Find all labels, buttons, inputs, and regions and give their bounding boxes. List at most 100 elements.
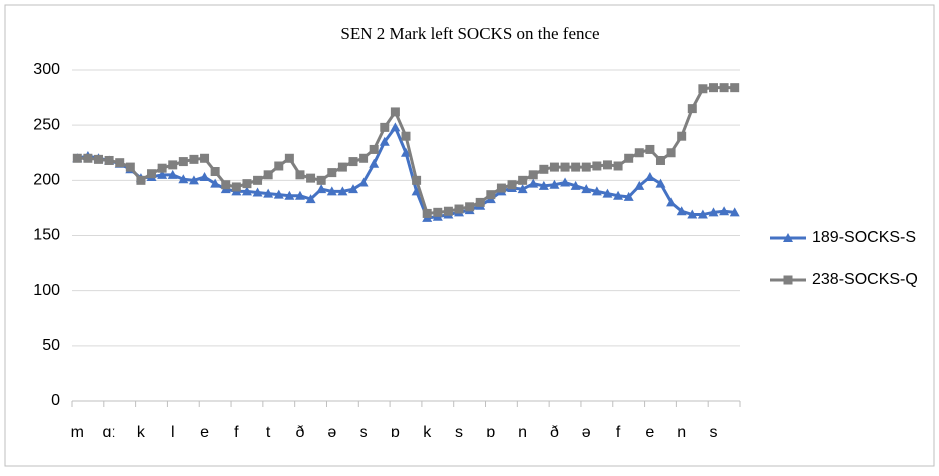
- x-tick-label: m: [71, 424, 84, 441]
- point: [136, 175, 146, 185]
- point: [327, 168, 337, 178]
- point: [295, 170, 305, 180]
- point: [570, 180, 581, 190]
- point: [241, 186, 252, 196]
- point: [454, 204, 464, 214]
- x-tick-label: f: [616, 424, 621, 441]
- legend-label: 238-SOCKS-Q: [812, 271, 918, 288]
- point: [104, 155, 114, 165]
- point: [634, 180, 645, 190]
- point: [465, 202, 475, 212]
- point: [645, 144, 655, 154]
- point: [581, 184, 592, 194]
- point: [507, 180, 517, 190]
- point: [316, 184, 327, 194]
- y-tick-label: 50: [42, 337, 60, 354]
- point: [337, 162, 347, 172]
- point: [676, 206, 687, 216]
- point: [210, 167, 220, 177]
- point: [592, 161, 602, 171]
- point: [390, 122, 401, 132]
- point: [528, 178, 539, 188]
- x-tick-label: ɑː: [102, 424, 115, 441]
- point: [72, 153, 82, 163]
- y-tick-label: 150: [33, 227, 60, 244]
- point: [157, 163, 167, 173]
- point: [634, 148, 644, 158]
- x-tick-label: f: [234, 424, 239, 441]
- point: [369, 158, 380, 168]
- x-tick-label: s: [455, 424, 463, 441]
- point: [380, 122, 390, 132]
- point: [252, 187, 263, 197]
- point: [337, 186, 348, 196]
- point: [369, 144, 379, 154]
- point: [486, 190, 496, 200]
- x-tick-label: e: [200, 424, 209, 441]
- point: [326, 186, 337, 196]
- point: [284, 153, 294, 163]
- point: [390, 107, 400, 117]
- point: [263, 170, 273, 180]
- point: [168, 160, 178, 170]
- point: [719, 83, 729, 93]
- x-tick-label: l: [171, 424, 175, 441]
- x-tick-label: s: [360, 424, 368, 441]
- point: [305, 194, 316, 204]
- point: [697, 209, 708, 219]
- point: [178, 157, 188, 167]
- point: [666, 197, 677, 207]
- x-tick-label: ɒ: [391, 424, 400, 441]
- point: [167, 169, 178, 179]
- point: [412, 175, 422, 185]
- point: [602, 160, 612, 170]
- point: [379, 136, 390, 146]
- point: [263, 188, 274, 198]
- point: [644, 172, 655, 182]
- point: [199, 172, 210, 182]
- x-tick-label: ð: [296, 424, 305, 441]
- point: [677, 131, 687, 141]
- point: [528, 170, 538, 180]
- point: [189, 154, 199, 164]
- x-tick-label: ə: [327, 424, 336, 441]
- point: [571, 162, 581, 172]
- point: [687, 209, 698, 219]
- point: [655, 178, 666, 188]
- point: [125, 162, 135, 172]
- point: [221, 180, 231, 190]
- point: [401, 131, 411, 141]
- point: [147, 169, 157, 179]
- point: [729, 207, 740, 217]
- y-tick-label: 0: [51, 392, 60, 409]
- point: [602, 188, 613, 198]
- point: [687, 104, 697, 114]
- point: [549, 179, 560, 189]
- point: [242, 179, 252, 189]
- point: [316, 175, 326, 185]
- point: [698, 84, 708, 94]
- x-tick-label: e: [645, 424, 654, 441]
- y-tick-label: 100: [33, 282, 60, 299]
- point: [253, 175, 263, 185]
- x-tick-label: n: [677, 424, 686, 441]
- x-tick-label: k: [423, 424, 432, 441]
- point: [157, 169, 168, 179]
- y-tick-label: 200: [33, 172, 60, 189]
- point: [306, 173, 316, 183]
- point: [443, 206, 453, 216]
- point: [549, 162, 559, 172]
- point: [581, 162, 591, 172]
- point: [411, 186, 422, 196]
- point: [359, 153, 369, 163]
- point: [115, 158, 125, 168]
- point: [591, 186, 602, 196]
- point: [422, 208, 432, 218]
- point: [730, 83, 740, 93]
- point: [560, 177, 571, 187]
- point: [210, 178, 221, 188]
- point: [560, 162, 570, 172]
- point: [539, 164, 549, 174]
- point: [273, 189, 284, 199]
